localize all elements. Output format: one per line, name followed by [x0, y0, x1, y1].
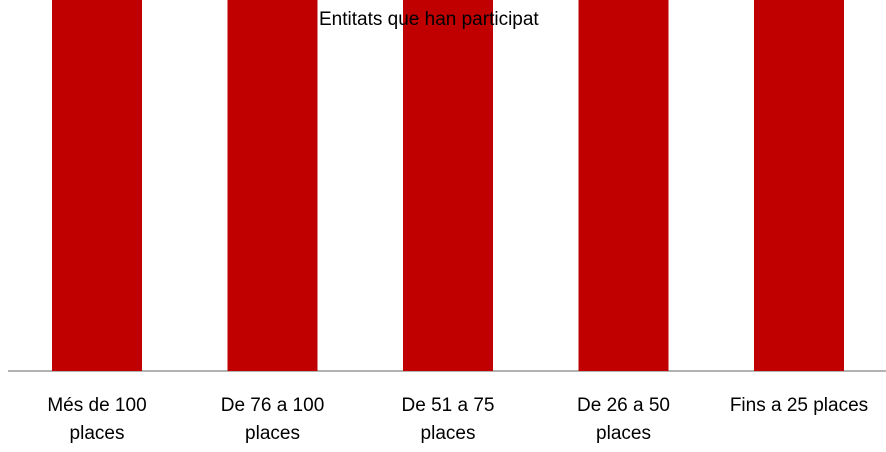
bar-segment	[578, 0, 669, 371]
bar-segment	[227, 0, 318, 371]
x-tick-label: Més de 100 places	[47, 395, 147, 444]
x-tick-label: De 76 a 100 places	[220, 395, 325, 444]
bar-segment	[52, 0, 142, 371]
x-tick-label: De 51 a 75 places	[401, 395, 495, 444]
x-tick-label: De 26 a 50 places	[577, 395, 670, 444]
bar-segment	[403, 0, 493, 372]
legend-label: Entitats que han participat	[319, 9, 539, 30]
x-tick-label: Fins a 25 places	[729, 395, 869, 416]
legend-swatch	[300, 12, 314, 26]
bar-segment	[754, 0, 844, 371]
